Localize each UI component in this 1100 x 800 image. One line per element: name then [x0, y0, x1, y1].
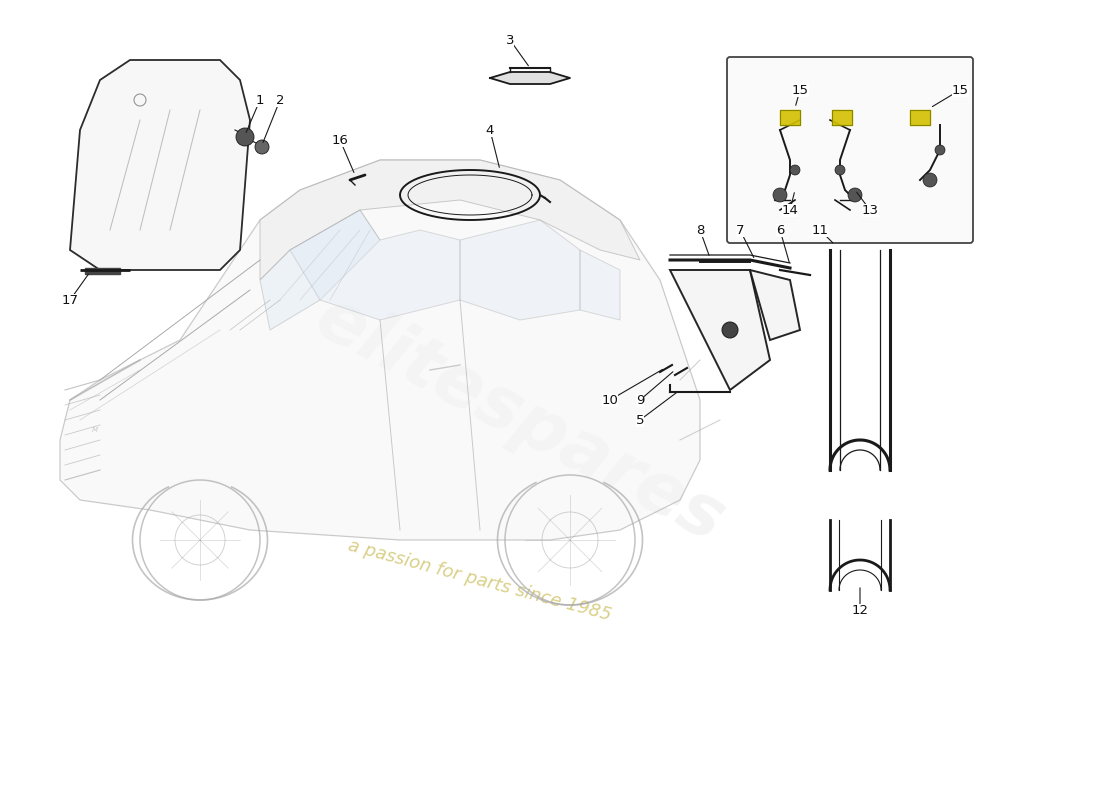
Circle shape — [848, 188, 862, 202]
Text: 9: 9 — [636, 394, 645, 406]
Text: 15: 15 — [952, 83, 968, 97]
Circle shape — [236, 128, 254, 146]
Text: 7: 7 — [736, 223, 745, 237]
Text: 3: 3 — [506, 34, 515, 46]
Text: 6: 6 — [776, 223, 784, 237]
Polygon shape — [832, 110, 852, 125]
Circle shape — [255, 140, 270, 154]
Text: 4: 4 — [486, 123, 494, 137]
Text: 15: 15 — [792, 83, 808, 97]
Polygon shape — [260, 160, 640, 280]
Text: a passion for parts since 1985: a passion for parts since 1985 — [346, 536, 614, 624]
Text: 11: 11 — [812, 223, 828, 237]
Text: 13: 13 — [861, 203, 879, 217]
FancyBboxPatch shape — [727, 57, 974, 243]
Polygon shape — [750, 270, 800, 340]
Circle shape — [935, 145, 945, 155]
Text: 12: 12 — [851, 603, 869, 617]
Polygon shape — [580, 250, 620, 320]
Text: 8: 8 — [696, 223, 704, 237]
Text: 5: 5 — [636, 414, 645, 426]
Text: M: M — [92, 427, 98, 433]
Polygon shape — [290, 210, 460, 320]
Circle shape — [790, 165, 800, 175]
Text: 1: 1 — [255, 94, 264, 106]
Polygon shape — [60, 160, 700, 540]
Polygon shape — [780, 110, 800, 125]
Text: 17: 17 — [62, 294, 78, 306]
Polygon shape — [260, 210, 379, 330]
Polygon shape — [85, 268, 120, 274]
Polygon shape — [460, 220, 580, 320]
Text: 14: 14 — [782, 203, 799, 217]
Text: elitespares: elitespares — [304, 283, 736, 557]
Polygon shape — [490, 72, 570, 84]
Circle shape — [835, 165, 845, 175]
Circle shape — [722, 322, 738, 338]
Polygon shape — [910, 110, 930, 125]
Text: 16: 16 — [331, 134, 349, 146]
Polygon shape — [70, 60, 250, 270]
Text: 10: 10 — [602, 394, 618, 406]
Polygon shape — [670, 270, 770, 390]
Circle shape — [773, 188, 786, 202]
Circle shape — [923, 173, 937, 187]
Text: 2: 2 — [276, 94, 284, 106]
